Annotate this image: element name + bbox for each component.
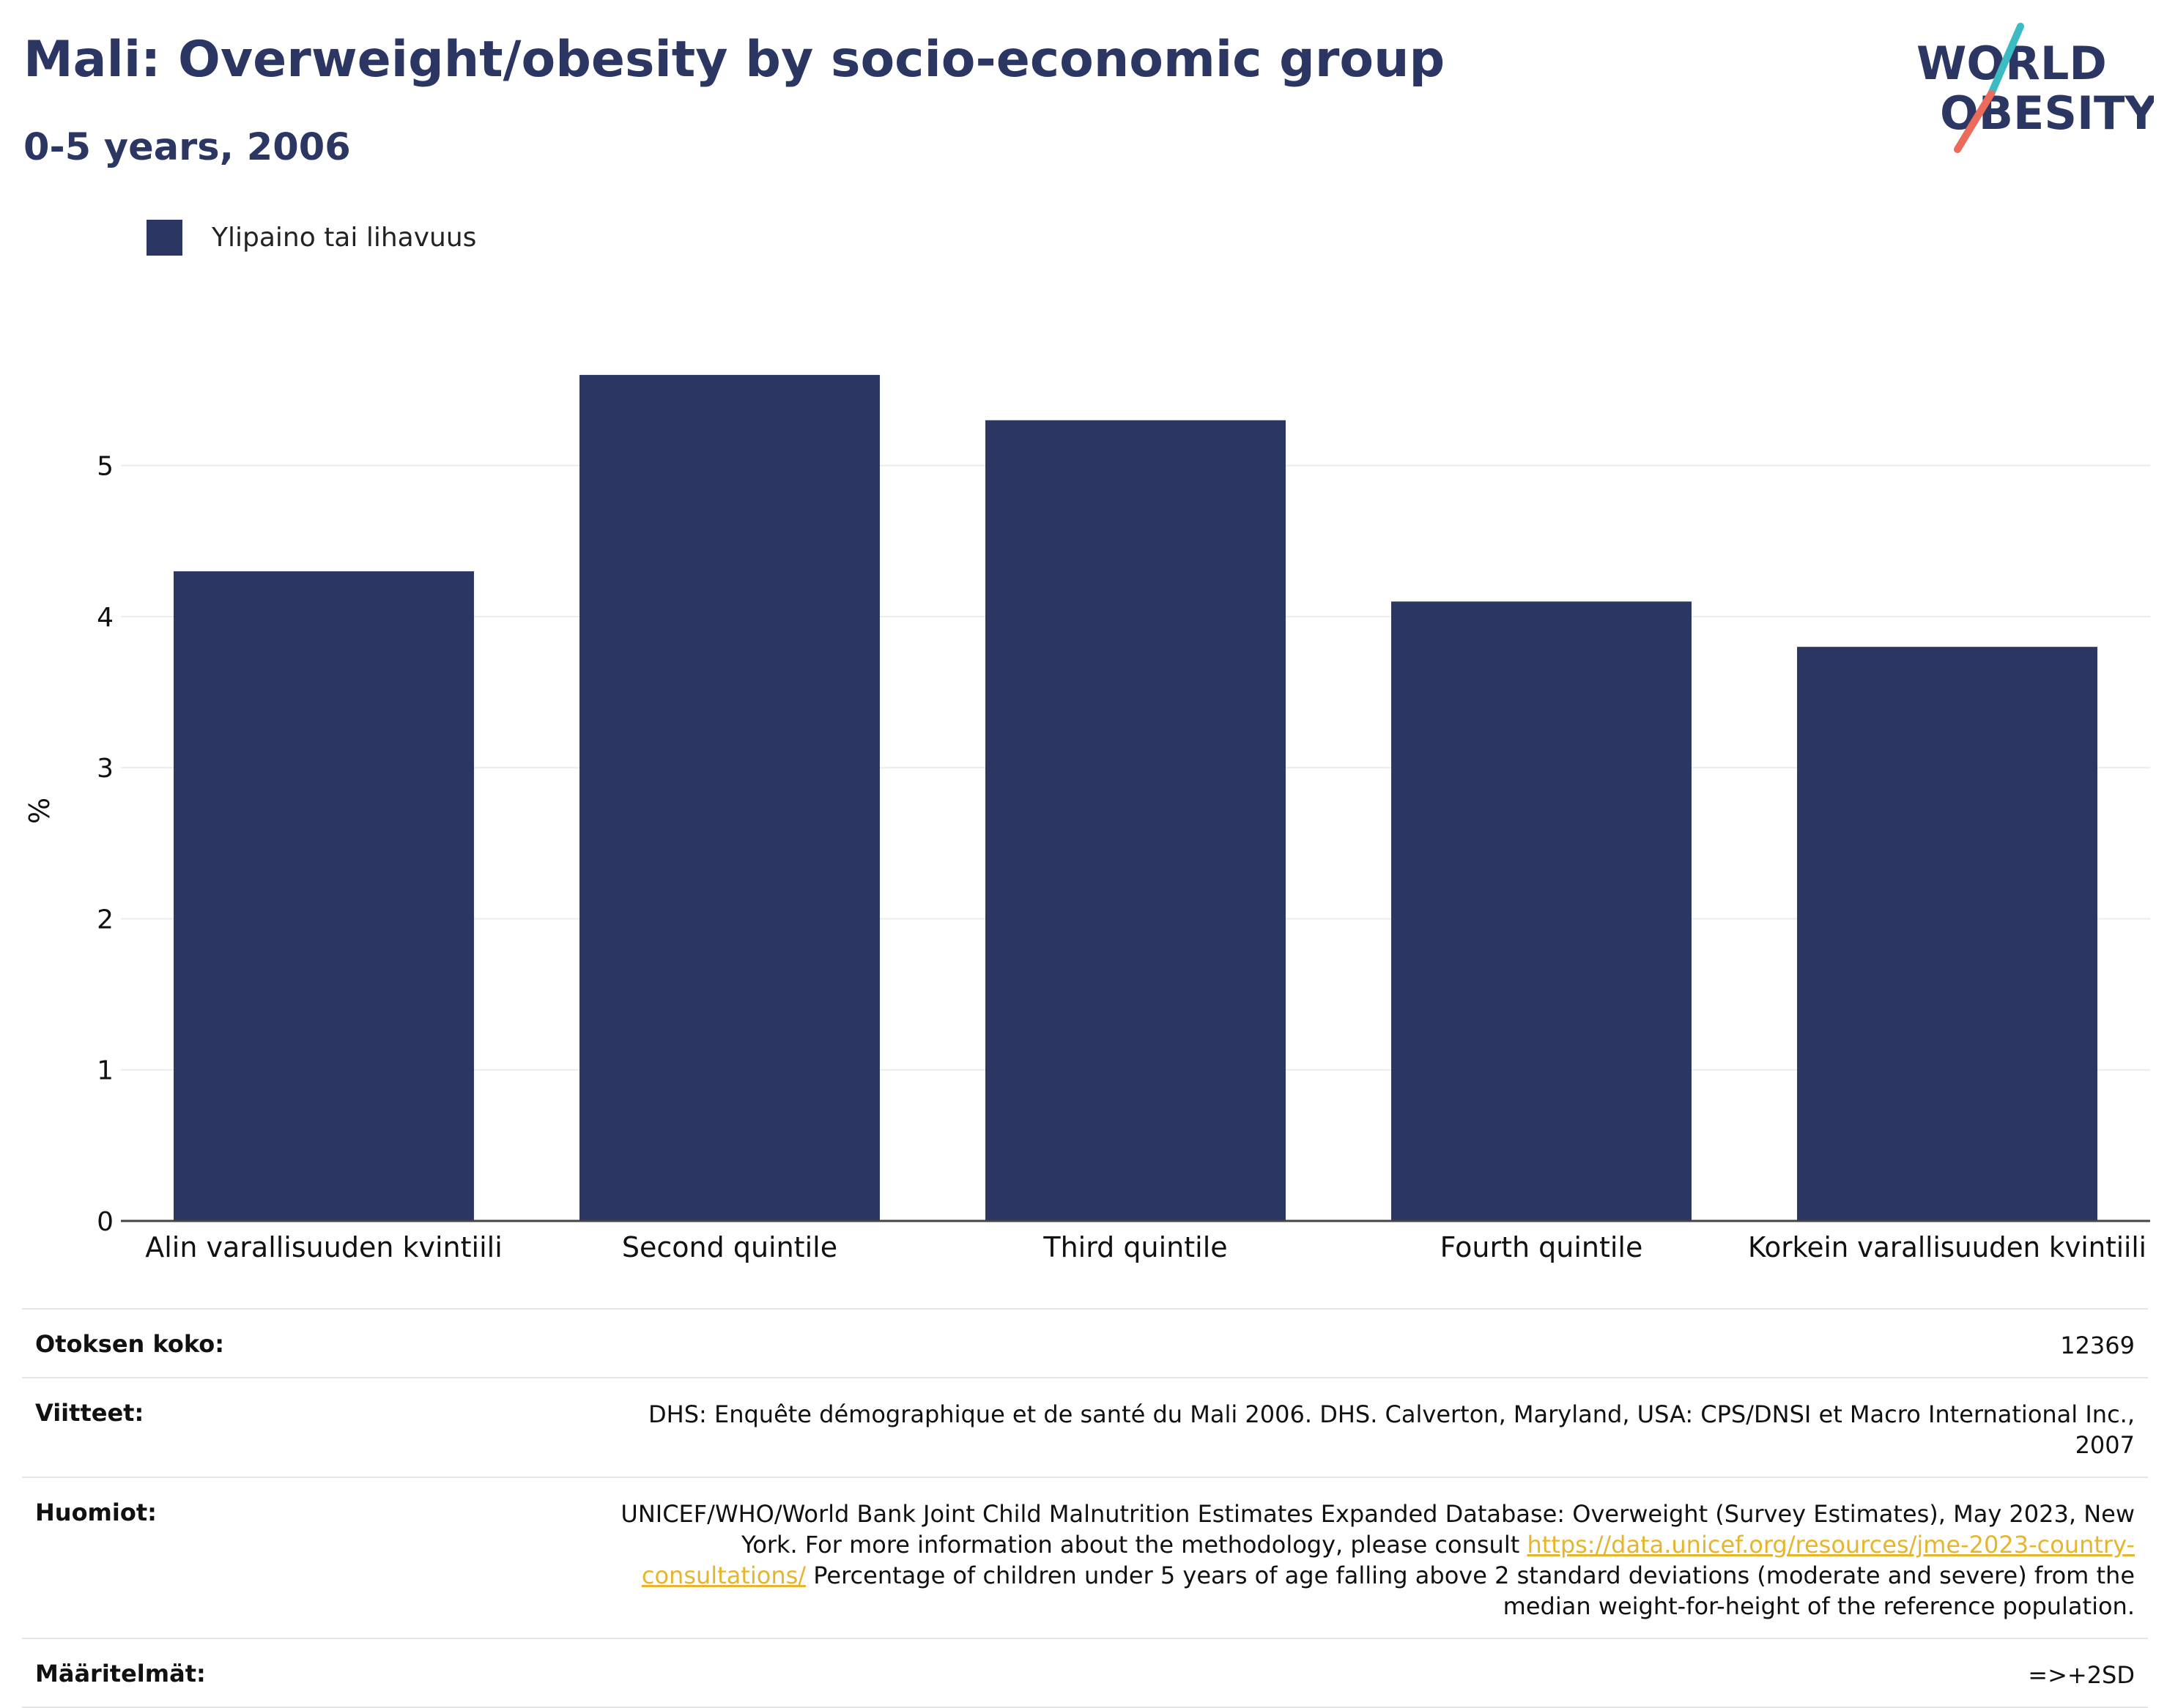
info-table: Otoksen koko: 12369 Viitteet: DHS: Enquê…: [22, 1308, 2148, 1708]
x-tick-label: Korkein varallisuuden kvintiili: [1748, 1231, 2146, 1263]
bar[interactable]: [174, 571, 474, 1221]
methodology-link[interactable]: https://data.unicef.org/resources/jme-20…: [641, 1531, 2135, 1589]
legend-swatch: [147, 219, 182, 256]
info-key: Määritelmät:: [35, 1660, 206, 1687]
info-key: Huomiot:: [35, 1499, 157, 1526]
info-key: Viitteet:: [35, 1399, 144, 1427]
y-tick-labels: 0 1 2 3 4 5: [97, 452, 114, 1237]
y-tick-label: 1: [97, 1056, 114, 1086]
bar[interactable]: [985, 420, 1286, 1221]
notes-text-continued: Percentage of children under 5 years of …: [806, 1562, 2135, 1620]
info-key: Otoksen koko:: [35, 1330, 225, 1358]
logo-slash-teal: [1988, 23, 2024, 97]
y-tick-label: 5: [97, 452, 114, 482]
bar-chart: 0 1 2 3 4 5 Alin varallisuuden kvintiili Secon…: [97, 374, 2150, 1263]
info-value: 12369: [2060, 1332, 2135, 1359]
info-row-definitions: Määritelmät: =>+2SD: [22, 1638, 2148, 1708]
y-axis-label: %: [23, 797, 56, 825]
y-tick-label: 0: [97, 1207, 114, 1237]
bars: [174, 374, 2097, 1221]
notes-text: UNICEF/WHO/World Bank Joint Child Malnut…: [621, 1500, 2135, 1559]
info-row-sample-size: Otoksen koko: 12369: [22, 1308, 2148, 1377]
chart-subtitle: 0-5 years, 2006: [23, 126, 351, 169]
info-row-references: Viitteet: DHS: Enquête démographique et …: [22, 1377, 2148, 1477]
chart-title: Mali: Overweight/obesity by socio-econom…: [23, 31, 1445, 89]
logo-slash-coral: [1954, 90, 1995, 153]
y-tick-label: 3: [97, 754, 114, 784]
bar[interactable]: [1797, 647, 2097, 1221]
y-tick-label: 4: [97, 603, 114, 633]
x-tick-label: Third quintile: [1042, 1231, 1227, 1263]
info-value: UNICEF/WHO/World Bank Joint Child Malnut…: [582, 1499, 2135, 1622]
x-tick-label: Second quintile: [622, 1231, 837, 1263]
x-tick-labels: Alin varallisuuden kvintiili Second quint…: [145, 1231, 2146, 1263]
x-tick-label: Alin varallisuuden kvintiili: [145, 1231, 503, 1263]
info-value: =>+2SD: [2028, 1661, 2135, 1689]
bar[interactable]: [579, 374, 880, 1221]
world-obesity-logo: WORLD OBESITY: [1916, 23, 2154, 153]
legend-label: Ylipaino tai lihavuus: [212, 222, 477, 253]
bar[interactable]: [1391, 601, 1692, 1221]
y-tick-label: 2: [97, 905, 114, 935]
legend[interactable]: Ylipaino tai lihavuus: [147, 217, 476, 258]
info-value: DHS: Enquête démographique et de santé d…: [648, 1400, 2135, 1459]
info-row-notes: Huomiot: UNICEF/WHO/World Bank Joint Chi…: [22, 1477, 2148, 1638]
x-tick-label: Fourth quintile: [1440, 1231, 1643, 1263]
